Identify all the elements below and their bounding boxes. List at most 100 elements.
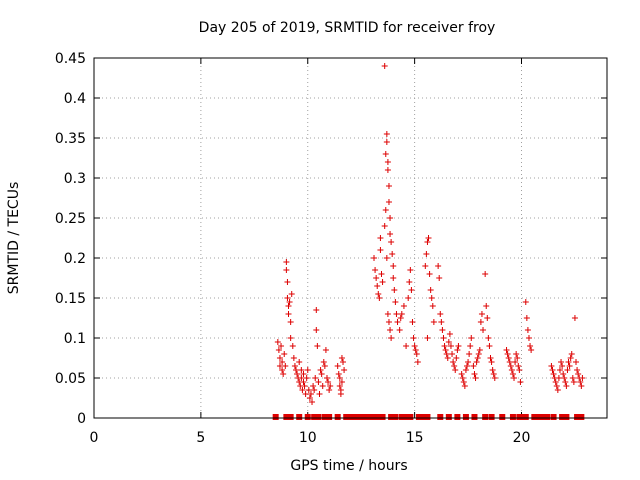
data-point [574, 367, 581, 373]
data-point [371, 255, 378, 261]
data-point [550, 371, 557, 377]
data-point [400, 303, 407, 309]
data-point [569, 375, 576, 381]
zero-marker [544, 414, 551, 420]
zero-marker [522, 414, 529, 420]
zero-marker [559, 414, 566, 420]
zero-marker [403, 414, 410, 420]
zero-marker [398, 414, 405, 420]
data-point [437, 311, 444, 317]
data-point [403, 343, 410, 349]
data-point [458, 371, 465, 377]
data-point [424, 335, 431, 341]
data-point [276, 363, 283, 369]
y-tick-label: 0 [77, 411, 86, 427]
data-point [549, 367, 556, 373]
y-tick-label: 0.05 [55, 371, 86, 387]
y-tick-label: 0.15 [55, 291, 86, 307]
x-axis-label: GPS time / hours [290, 458, 407, 474]
data-point [472, 375, 479, 381]
data-point [571, 315, 578, 321]
data-point [385, 319, 392, 325]
data-point [373, 275, 380, 281]
x-axis: 0 5 10 15 20 [90, 58, 530, 446]
zero-marker [388, 414, 395, 420]
data-point [427, 287, 434, 293]
zero-marker [420, 414, 427, 420]
zero-marker [518, 414, 525, 420]
data-point [289, 343, 296, 349]
data-point [381, 223, 388, 229]
data-point [336, 383, 343, 389]
data-point [375, 291, 382, 297]
data-point [430, 319, 437, 325]
zero-marker [531, 414, 538, 420]
data-point [513, 351, 520, 357]
data-point [313, 307, 320, 313]
data-point [313, 327, 320, 333]
data-point [390, 275, 397, 281]
data-point [377, 235, 384, 241]
data-point [298, 375, 305, 381]
data-point [489, 367, 496, 373]
data-point [578, 383, 585, 389]
data-point [556, 367, 563, 373]
data-point [474, 355, 481, 361]
data-point [284, 295, 291, 301]
data-point [428, 295, 435, 301]
zero-marker [353, 414, 360, 420]
zero-marker [287, 414, 294, 420]
data-point [285, 311, 292, 317]
zero-marker [578, 414, 585, 420]
data-point [410, 335, 417, 341]
data-point [468, 335, 475, 341]
data-point [440, 335, 447, 341]
data-point [511, 375, 518, 381]
data-point [548, 363, 555, 369]
data-point [562, 379, 569, 385]
data-point [378, 271, 385, 277]
data-point [291, 363, 298, 369]
data-point [311, 387, 318, 393]
x-tick-label: 5 [196, 430, 205, 446]
zero-marker [445, 414, 452, 420]
data-point [463, 363, 470, 369]
data-point [334, 363, 341, 369]
data-point [506, 359, 513, 365]
zero-marker [563, 414, 570, 420]
zero-marker [304, 414, 311, 420]
data-point [274, 339, 281, 345]
zero-marker [539, 414, 546, 420]
data-point [577, 379, 584, 385]
data-point [477, 319, 484, 325]
data-point [310, 383, 317, 389]
data-point [527, 343, 534, 349]
zero-marker [321, 414, 328, 420]
zero-marker [415, 414, 422, 420]
data-point [436, 275, 443, 281]
data-point [319, 383, 326, 389]
zero-marker [535, 414, 542, 420]
data-point [490, 371, 497, 377]
data-point [338, 379, 345, 385]
data-point [276, 355, 283, 361]
zero-marker [392, 414, 399, 420]
data-point [290, 355, 297, 361]
data-point [336, 375, 343, 381]
data-point [387, 231, 394, 237]
data-point [528, 347, 535, 353]
y-tick-label: 0.1 [64, 331, 86, 347]
zero-marker [509, 414, 516, 420]
data-point [337, 391, 344, 397]
plot-frame [93, 57, 608, 419]
data-point [312, 375, 319, 381]
data-point [488, 359, 495, 365]
data-point [566, 363, 573, 369]
data-point [314, 343, 321, 349]
y-axis-label: SRMTID / TECUs [6, 182, 22, 295]
data-point [391, 287, 398, 293]
data-point [286, 299, 293, 305]
data-point [522, 299, 529, 305]
zero-marker [311, 414, 318, 420]
data-point [281, 351, 288, 357]
